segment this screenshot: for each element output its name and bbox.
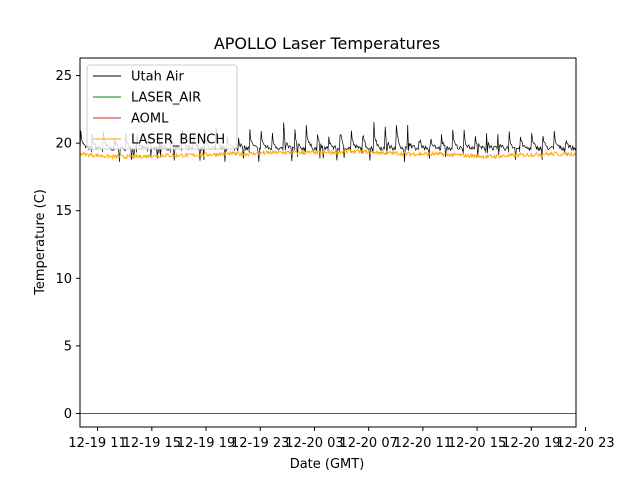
x-tick-label: 12-20 07 xyxy=(339,436,397,451)
legend-label: LASER_BENCH xyxy=(131,133,225,148)
chart-title: APOLLO Laser Temperatures xyxy=(214,34,440,53)
x-tick-label: 12-20 15 xyxy=(448,436,506,451)
y-axis: 0 5 10 15 20 25 xyxy=(55,69,80,422)
y-tick-label: 20 xyxy=(55,137,72,152)
x-tick-label: 12-19 19 xyxy=(177,436,235,451)
x-tick-label: 12-20 11 xyxy=(394,436,452,451)
x-tick-label: 12-20 23 xyxy=(556,436,614,451)
legend-label: Utah Air xyxy=(131,70,184,85)
x-tick-label: 12-19 11 xyxy=(68,436,126,451)
y-axis-label: Temperature (C) xyxy=(33,189,48,296)
x-axis-label: Date (GMT) xyxy=(290,457,365,472)
y-tick-label: 25 xyxy=(55,69,72,84)
x-tick-label: 12-19 23 xyxy=(231,436,289,451)
y-tick-label: 15 xyxy=(55,204,72,219)
series-line-laser-bench xyxy=(80,148,576,161)
plot-area xyxy=(79,57,577,428)
y-tick-label: 10 xyxy=(55,272,72,287)
legend-box xyxy=(86,64,238,150)
x-tick-label: 12-20 03 xyxy=(285,436,343,451)
y-tick-label: 5 xyxy=(64,339,72,354)
legend: Utah Air LASER_AIR AOML LASER_BENCH xyxy=(86,64,238,150)
legend-label: AOML xyxy=(131,112,169,127)
legend-label: LASER_AIR xyxy=(131,91,201,106)
x-tick-label: 12-20 19 xyxy=(502,436,560,451)
x-tick-label: 12-19 15 xyxy=(123,436,181,451)
y-tick-label: 0 xyxy=(64,407,72,422)
